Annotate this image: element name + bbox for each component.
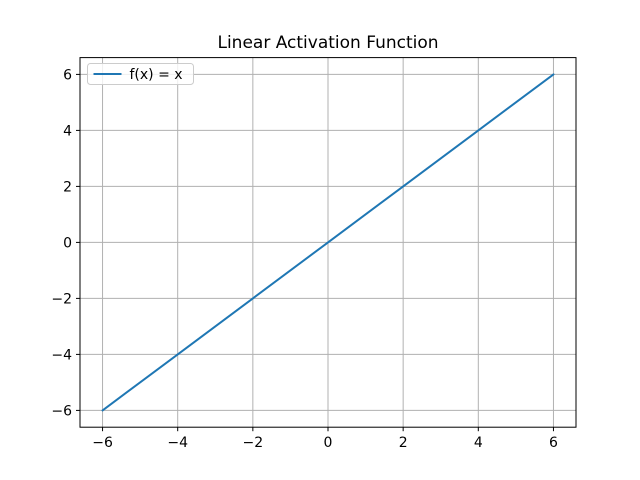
x-tick-label: −2: [243, 435, 264, 451]
y-tick-label: 4: [63, 123, 72, 139]
series-line: [101, 73, 555, 412]
legend-box: [87, 63, 194, 85]
chart-title: Linear Activation Function: [217, 33, 439, 53]
x-tick-label: −4: [167, 435, 188, 451]
y-tick-label: 0: [63, 235, 72, 251]
y-tick-label: 2: [63, 179, 72, 195]
x-tick-label: 0: [324, 435, 333, 451]
x-tick-label: 6: [549, 435, 558, 451]
y-tick-label: −6: [51, 403, 72, 419]
x-tick-label: 4: [474, 435, 483, 451]
x-tick-label: −6: [92, 435, 113, 451]
y-tick-label: −2: [51, 291, 72, 307]
legend-label: f(x) = x: [130, 67, 183, 83]
y-tick-label: −4: [51, 347, 72, 363]
x-tick-label: 2: [399, 435, 408, 451]
y-tick-label: 6: [63, 67, 72, 83]
